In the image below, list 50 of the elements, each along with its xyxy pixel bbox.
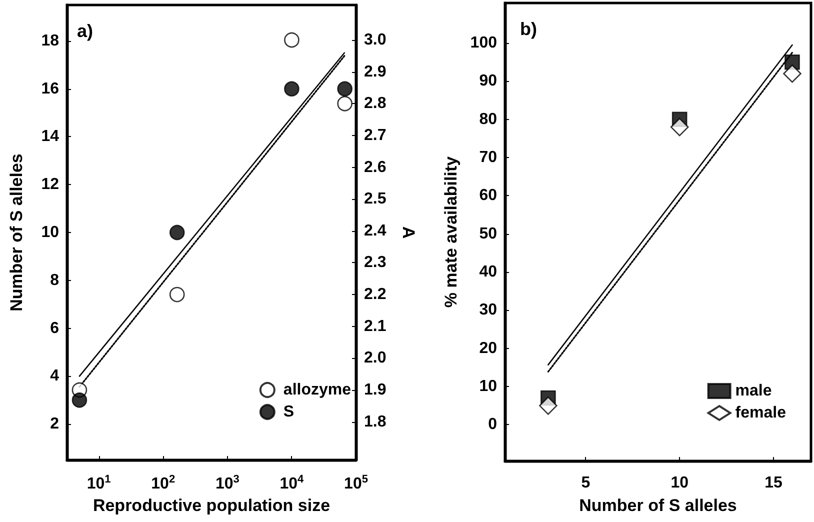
y-tick-label: 14 [41, 128, 60, 146]
legend-label: allozyme [283, 382, 352, 398]
y-tick-label: 2 [50, 416, 60, 433]
y2-tick-label: 1.8 [364, 413, 386, 430]
y-axis-title: % mate availability [441, 156, 460, 308]
x-tick-label: 10 [670, 474, 689, 492]
point [783, 64, 802, 83]
y-tick-label: 4 [50, 368, 60, 385]
legend-label: S [283, 404, 294, 420]
point [539, 396, 558, 415]
y-tick-label: 16 [41, 80, 60, 98]
y-tick-label: 12 [41, 176, 60, 194]
y-tick-label: 18 [41, 32, 60, 50]
y-tick-label: 10 [479, 378, 498, 396]
y-tick-label: 90 [479, 72, 498, 90]
y2-tick-label: 2.7 [364, 126, 386, 144]
text: b) [520, 19, 537, 39]
y-tick-label: 100 [470, 34, 498, 52]
y2-tick-label: 2.4 [364, 222, 386, 240]
y2-axis-title: A [399, 226, 418, 239]
x-axis-title: Reproductive population size [92, 496, 330, 515]
point [670, 118, 689, 136]
y-tick-label: 30 [479, 302, 498, 319]
y2-tick-label: 2.2 [364, 286, 386, 304]
legend-label: male [735, 382, 772, 400]
y2-tick-label: 3.0 [364, 32, 386, 48]
y-tick-label: 10 [41, 224, 60, 241]
y2-tick-label: 2.9 [364, 63, 386, 80]
y-tick-label: 50 [479, 225, 498, 242]
text: a) [77, 21, 94, 41]
y2-tick-label: 1.9 [364, 382, 386, 398]
y2-tick-label: 2.6 [364, 158, 386, 176]
legend-label: female [735, 404, 786, 422]
y-tick-label: 70 [479, 149, 498, 166]
y-tick-label: 40 [479, 264, 498, 281]
y-tick-label: 20 [479, 340, 498, 357]
x-tick-label: 15 [764, 474, 782, 492]
y-axis-title: Number of S alleles [7, 154, 26, 312]
y2-tick-label: 2.3 [364, 254, 386, 272]
y-tick-label: 80 [479, 110, 498, 128]
x-axis-title: Number of S alleles [579, 496, 737, 515]
y2-tick-label: 2.1 [364, 318, 386, 335]
y2-tick-label: 2.8 [364, 95, 386, 112]
y-tick-label: 0 [488, 416, 498, 434]
x-tick-label: 5 [581, 474, 590, 492]
y2-tick-label: 2.0 [364, 350, 386, 367]
y-tick-label: 8 [50, 272, 60, 289]
y2-tick-label: 2.5 [364, 190, 386, 208]
y-tick-label: 60 [479, 187, 498, 204]
y-tick-label: 6 [50, 320, 60, 337]
